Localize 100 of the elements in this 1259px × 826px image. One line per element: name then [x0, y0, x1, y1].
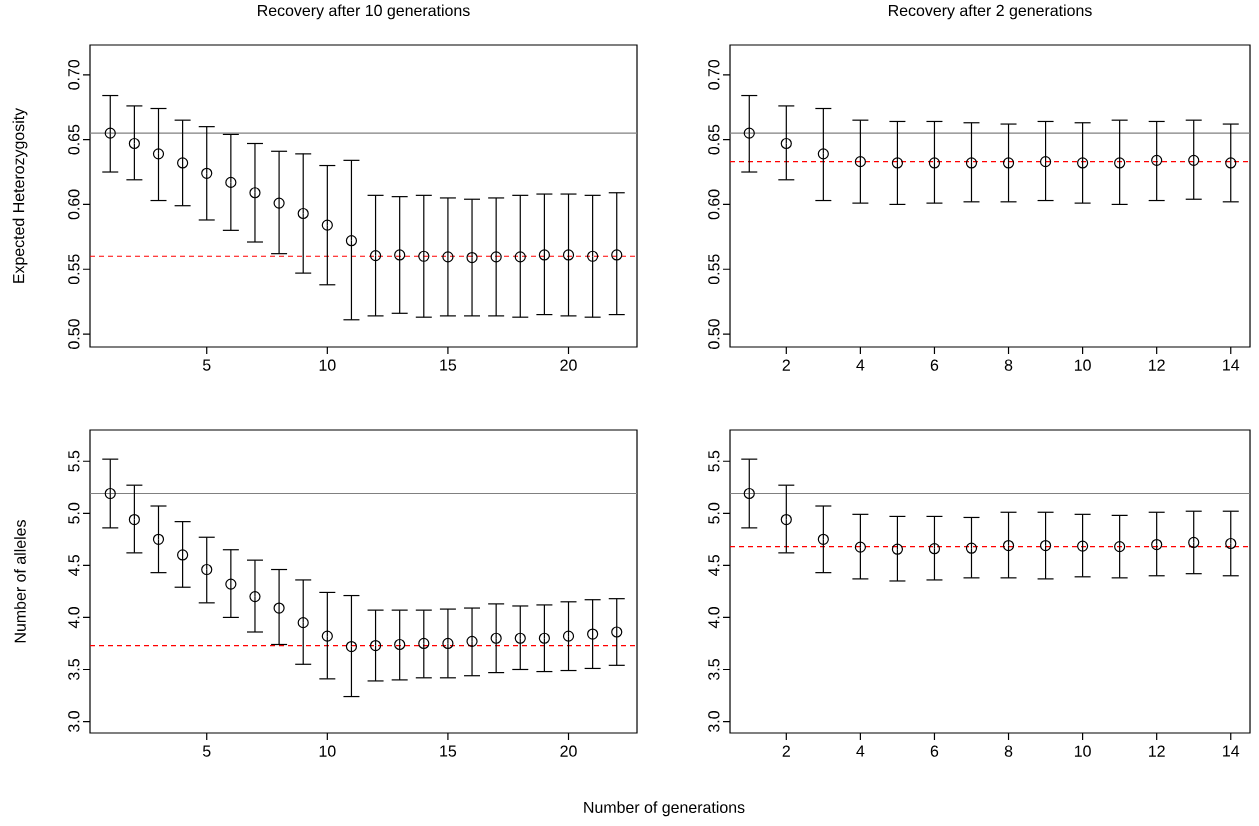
point: [743, 127, 755, 139]
x-tick-label: 10: [319, 359, 336, 371]
point: [1151, 154, 1163, 166]
x-tick-label: 10: [319, 745, 336, 757]
point: [514, 251, 526, 263]
x-tick-label: 2: [782, 359, 790, 371]
point: [249, 591, 261, 603]
point: [1225, 537, 1237, 550]
y-tick-label: 5.0: [68, 502, 80, 524]
point: [1077, 540, 1089, 552]
x-tick-label: 6: [930, 359, 939, 371]
point: [562, 249, 575, 261]
point: [152, 148, 165, 160]
point: [104, 127, 116, 139]
point: [297, 617, 309, 629]
point: [965, 542, 978, 554]
point: [321, 630, 333, 642]
point: [817, 533, 829, 545]
point: [466, 635, 478, 647]
y-tick-label: 5.5: [708, 450, 720, 472]
point: [587, 250, 599, 262]
point: [780, 137, 792, 150]
point: [891, 543, 904, 555]
y-axis-title: Expected Heterozygosity: [12, 107, 28, 283]
point: [1002, 157, 1015, 169]
point: [1114, 157, 1126, 169]
point: [891, 157, 904, 169]
point: [490, 251, 502, 263]
y-tick-label: 4.0: [68, 606, 80, 629]
y-tick-label: 3.5: [68, 659, 80, 680]
x-tick-label: 6: [930, 745, 939, 757]
point: [418, 250, 430, 262]
point: [321, 219, 333, 231]
x-axis-title: Number of generations: [584, 801, 745, 817]
x-tick-label: 12: [1149, 359, 1165, 371]
point: [345, 235, 358, 247]
y-tick-label: 4.0: [708, 606, 720, 629]
point: [1151, 538, 1163, 551]
point: [128, 513, 140, 526]
point: [538, 632, 550, 644]
x-tick-label: 14: [1223, 359, 1240, 371]
y-tick-label: 5.5: [68, 450, 80, 472]
y-tick-label: 0.55: [68, 254, 80, 285]
y-tick-label: 3.5: [708, 659, 720, 680]
point: [490, 632, 502, 644]
x-tick-label: 20: [560, 745, 577, 757]
point: [442, 251, 454, 263]
y-tick-label: 0.65: [708, 124, 720, 155]
point: [780, 513, 792, 526]
point: [201, 563, 213, 576]
y-tick-label: 3.0: [68, 711, 80, 733]
point: [587, 628, 599, 640]
x-tick-label: 8: [1004, 359, 1013, 371]
point: [249, 187, 261, 199]
y-tick-label: 0.55: [708, 254, 720, 285]
y-tick-label: 4.5: [68, 554, 80, 577]
point: [817, 148, 829, 160]
y-tick-label: 0.50: [68, 319, 80, 349]
y-tick-label: 5.0: [708, 502, 720, 524]
point: [201, 167, 213, 179]
x-tick-label: 5: [202, 359, 211, 371]
point: [345, 640, 358, 653]
point: [1188, 536, 1200, 549]
point: [104, 487, 116, 500]
y-tick-label: 3.0: [708, 711, 720, 733]
y-axis-title: Number of alleles: [14, 520, 26, 643]
point: [1225, 157, 1237, 169]
point: [1002, 539, 1015, 552]
x-tick-label: 4: [856, 359, 865, 371]
x-tick-label: 12: [1149, 745, 1165, 757]
point: [418, 637, 430, 650]
point: [394, 249, 406, 261]
y-tick-label: 0.60: [68, 189, 80, 220]
point: [538, 249, 550, 261]
point: [1077, 157, 1089, 169]
y-tick-label: 0.70: [708, 59, 720, 90]
point: [854, 541, 866, 553]
point: [1039, 539, 1052, 552]
x-tick-label: 15: [440, 359, 457, 371]
point: [611, 249, 623, 261]
chart-title: Recovery after 2 generations: [888, 4, 1092, 20]
point: [854, 156, 866, 168]
point: [273, 602, 285, 614]
point: [442, 637, 454, 650]
point: [1188, 154, 1200, 166]
x-tick-label: 20: [560, 359, 577, 371]
y-tick-label: 0.50: [708, 319, 720, 349]
point: [225, 176, 237, 188]
point: [152, 533, 165, 545]
point: [1039, 156, 1052, 168]
point: [466, 251, 478, 264]
x-tick-label: 14: [1223, 745, 1240, 757]
point: [177, 549, 189, 561]
x-tick-label: 8: [1004, 745, 1013, 757]
point: [611, 626, 623, 638]
point: [394, 638, 406, 651]
point: [928, 157, 941, 169]
point: [225, 578, 237, 590]
x-tick-label: 10: [1074, 745, 1091, 757]
point: [128, 137, 140, 150]
